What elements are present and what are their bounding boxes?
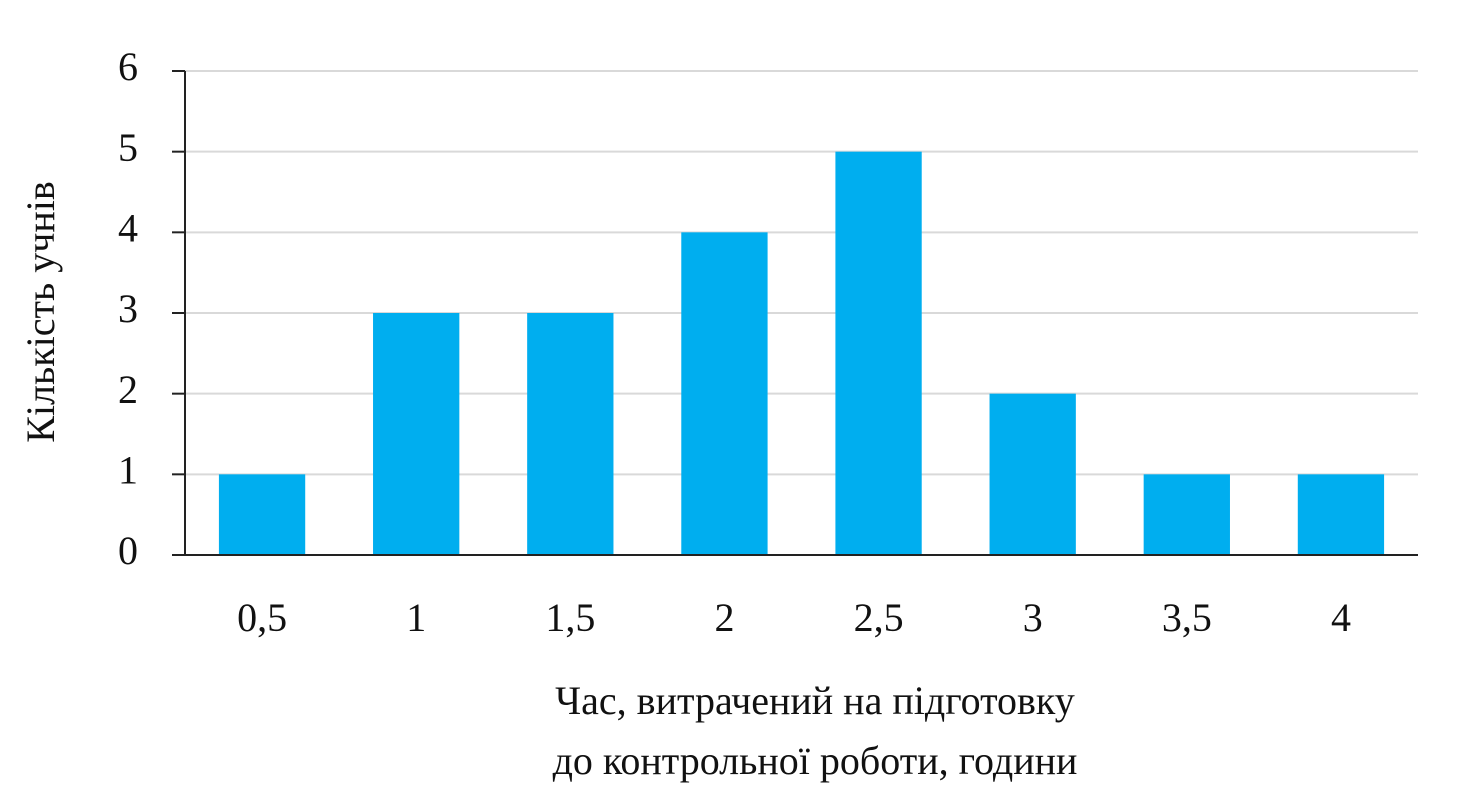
y-tick-label: 6 <box>118 44 138 89</box>
y-tick-label: 3 <box>118 286 138 331</box>
y-axis-label: Кількість учнів <box>18 181 63 443</box>
x-tick-label: 1,5 <box>545 595 595 640</box>
x-tick-label: 2 <box>714 595 734 640</box>
bar <box>527 313 614 555</box>
x-tick-label: 0,5 <box>237 595 287 640</box>
x-axis-label: Час, витрачений на підготовку <box>555 678 1075 723</box>
bar <box>989 393 1076 555</box>
y-tick-label: 4 <box>118 206 138 251</box>
x-tick-label: 4 <box>1331 595 1351 640</box>
bar <box>1143 474 1230 555</box>
y-tick-label: 2 <box>118 367 138 412</box>
bar <box>835 151 922 555</box>
y-tick-label: 5 <box>118 125 138 170</box>
y-tick-label: 0 <box>118 528 138 573</box>
x-tick-label: 3 <box>1023 595 1043 640</box>
x-axis-label: до контрольної роботи, години <box>553 738 1078 783</box>
bar <box>681 232 768 556</box>
x-tick-label: 1 <box>406 595 426 640</box>
x-tick-label: 2,5 <box>854 595 904 640</box>
x-tick-label: 3,5 <box>1162 595 1212 640</box>
y-tick-label: 1 <box>118 448 138 493</box>
bar <box>1297 474 1385 555</box>
bar <box>373 313 460 555</box>
bar <box>218 474 306 555</box>
